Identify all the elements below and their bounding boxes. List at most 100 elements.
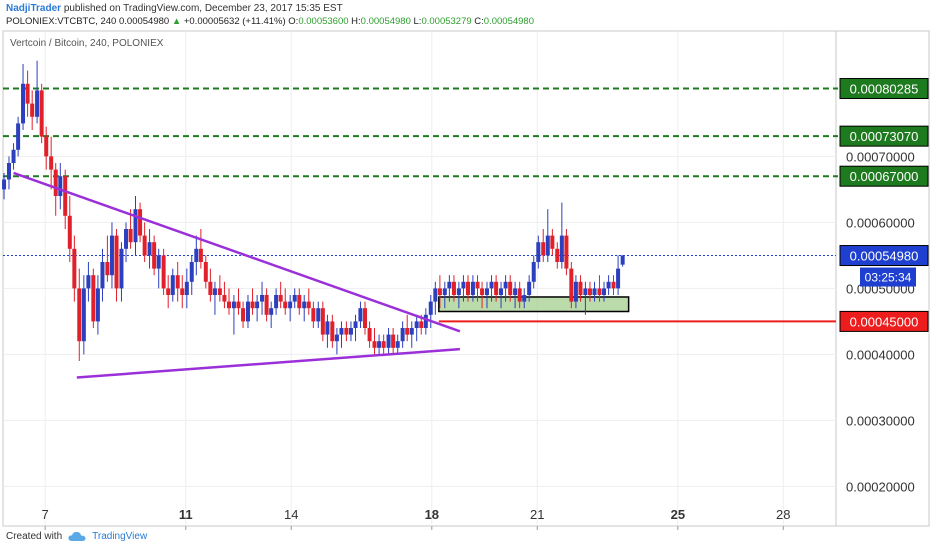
candle-47[interactable] xyxy=(222,281,227,309)
candle-125[interactable] xyxy=(587,281,592,302)
candle-67[interactable] xyxy=(316,301,321,328)
candle-122[interactable] xyxy=(573,275,578,309)
candle-82[interactable] xyxy=(386,328,391,355)
candle-75[interactable] xyxy=(353,314,358,342)
candle-51[interactable] xyxy=(241,301,246,328)
candle-130[interactable] xyxy=(611,275,616,295)
candle-107[interactable] xyxy=(503,275,508,302)
candle-24[interactable] xyxy=(114,229,119,302)
candle-123[interactable] xyxy=(578,275,583,302)
candle-108[interactable] xyxy=(508,275,513,302)
candle-93[interactable] xyxy=(437,275,442,309)
candle-32[interactable] xyxy=(152,235,157,276)
candle-10[interactable] xyxy=(49,136,54,190)
candle-69[interactable] xyxy=(325,314,330,348)
candle-49[interactable] xyxy=(231,295,236,335)
tradingview-link[interactable]: TradingView xyxy=(92,531,148,542)
candle-16[interactable] xyxy=(77,268,82,361)
candle-53[interactable] xyxy=(250,288,255,315)
candle-76[interactable] xyxy=(358,301,363,328)
candle-72[interactable] xyxy=(339,321,344,348)
candle-116[interactable] xyxy=(545,209,550,262)
candle-2[interactable] xyxy=(11,143,16,170)
candle-39[interactable] xyxy=(184,268,189,309)
candle-19[interactable] xyxy=(91,268,96,328)
candle-36[interactable] xyxy=(170,268,175,302)
candle-20[interactable] xyxy=(95,275,100,335)
triangle-trendline-0[interactable] xyxy=(13,171,461,333)
candle-112[interactable] xyxy=(527,275,532,302)
candle-78[interactable] xyxy=(367,321,372,348)
candle-11[interactable] xyxy=(53,163,58,216)
candle-8[interactable] xyxy=(39,83,44,144)
candle-68[interactable] xyxy=(320,301,325,342)
candle-74[interactable] xyxy=(348,321,353,342)
candle-80[interactable] xyxy=(377,334,382,355)
candle-117[interactable] xyxy=(550,229,555,256)
candle-83[interactable] xyxy=(391,328,396,355)
candle-38[interactable] xyxy=(180,275,185,309)
candle-105[interactable] xyxy=(494,275,499,302)
candle-25[interactable] xyxy=(119,242,124,302)
candle-81[interactable] xyxy=(381,334,386,355)
candle-6[interactable] xyxy=(30,90,35,130)
candle-40[interactable] xyxy=(189,255,194,295)
candle-98[interactable] xyxy=(461,275,466,302)
candle-41[interactable] xyxy=(194,235,199,276)
candle-106[interactable] xyxy=(499,281,504,309)
candle-22[interactable] xyxy=(105,235,110,282)
candle-102[interactable] xyxy=(480,281,485,309)
candle-60[interactable] xyxy=(283,288,288,315)
candle-88[interactable] xyxy=(414,314,419,342)
candle-56[interactable] xyxy=(264,288,269,322)
candle-100[interactable] xyxy=(470,275,475,302)
candle-26[interactable] xyxy=(124,222,129,262)
demand-zone-box[interactable] xyxy=(438,296,630,313)
candle-96[interactable] xyxy=(451,275,456,302)
candle-131[interactable] xyxy=(616,255,621,295)
candle-119[interactable] xyxy=(559,202,564,269)
candle-66[interactable] xyxy=(311,301,316,328)
candle-126[interactable] xyxy=(592,281,597,302)
candle-14[interactable] xyxy=(67,196,72,262)
candle-92[interactable] xyxy=(433,281,438,315)
candle-113[interactable] xyxy=(531,255,536,289)
candle-128[interactable] xyxy=(602,281,607,302)
candle-95[interactable] xyxy=(447,275,452,302)
candle-3[interactable] xyxy=(16,116,21,157)
candle-17[interactable] xyxy=(81,275,86,355)
candle-85[interactable] xyxy=(400,321,405,348)
candle-13[interactable] xyxy=(63,169,68,229)
candle-58[interactable] xyxy=(274,288,279,315)
candle-52[interactable] xyxy=(245,295,250,328)
candle-118[interactable] xyxy=(555,242,560,269)
candle-70[interactable] xyxy=(330,314,335,348)
candle-15[interactable] xyxy=(72,235,77,302)
candle-61[interactable] xyxy=(288,295,293,322)
candle-46[interactable] xyxy=(217,275,222,302)
candle-12[interactable] xyxy=(58,163,63,210)
candle-42[interactable] xyxy=(198,229,203,269)
candle-21[interactable] xyxy=(100,248,105,302)
candle-87[interactable] xyxy=(409,321,414,348)
candle-90[interactable] xyxy=(423,308,428,335)
candle-62[interactable] xyxy=(292,288,297,309)
candle-104[interactable] xyxy=(489,275,494,302)
candle-35[interactable] xyxy=(166,275,171,309)
candle-50[interactable] xyxy=(236,288,241,315)
candle-44[interactable] xyxy=(208,268,213,302)
candle-59[interactable] xyxy=(278,281,283,309)
candle-64[interactable] xyxy=(302,295,307,322)
candle-91[interactable] xyxy=(428,295,433,328)
candle-110[interactable] xyxy=(517,281,522,309)
candle-101[interactable] xyxy=(475,275,480,302)
candle-71[interactable] xyxy=(334,328,339,355)
candle-99[interactable] xyxy=(466,275,471,302)
candle-33[interactable] xyxy=(156,248,161,289)
candle-127[interactable] xyxy=(597,275,602,302)
candle-79[interactable] xyxy=(372,328,377,355)
candle-7[interactable] xyxy=(35,60,40,124)
candle-34[interactable] xyxy=(161,248,166,295)
candle-129[interactable] xyxy=(606,275,611,295)
